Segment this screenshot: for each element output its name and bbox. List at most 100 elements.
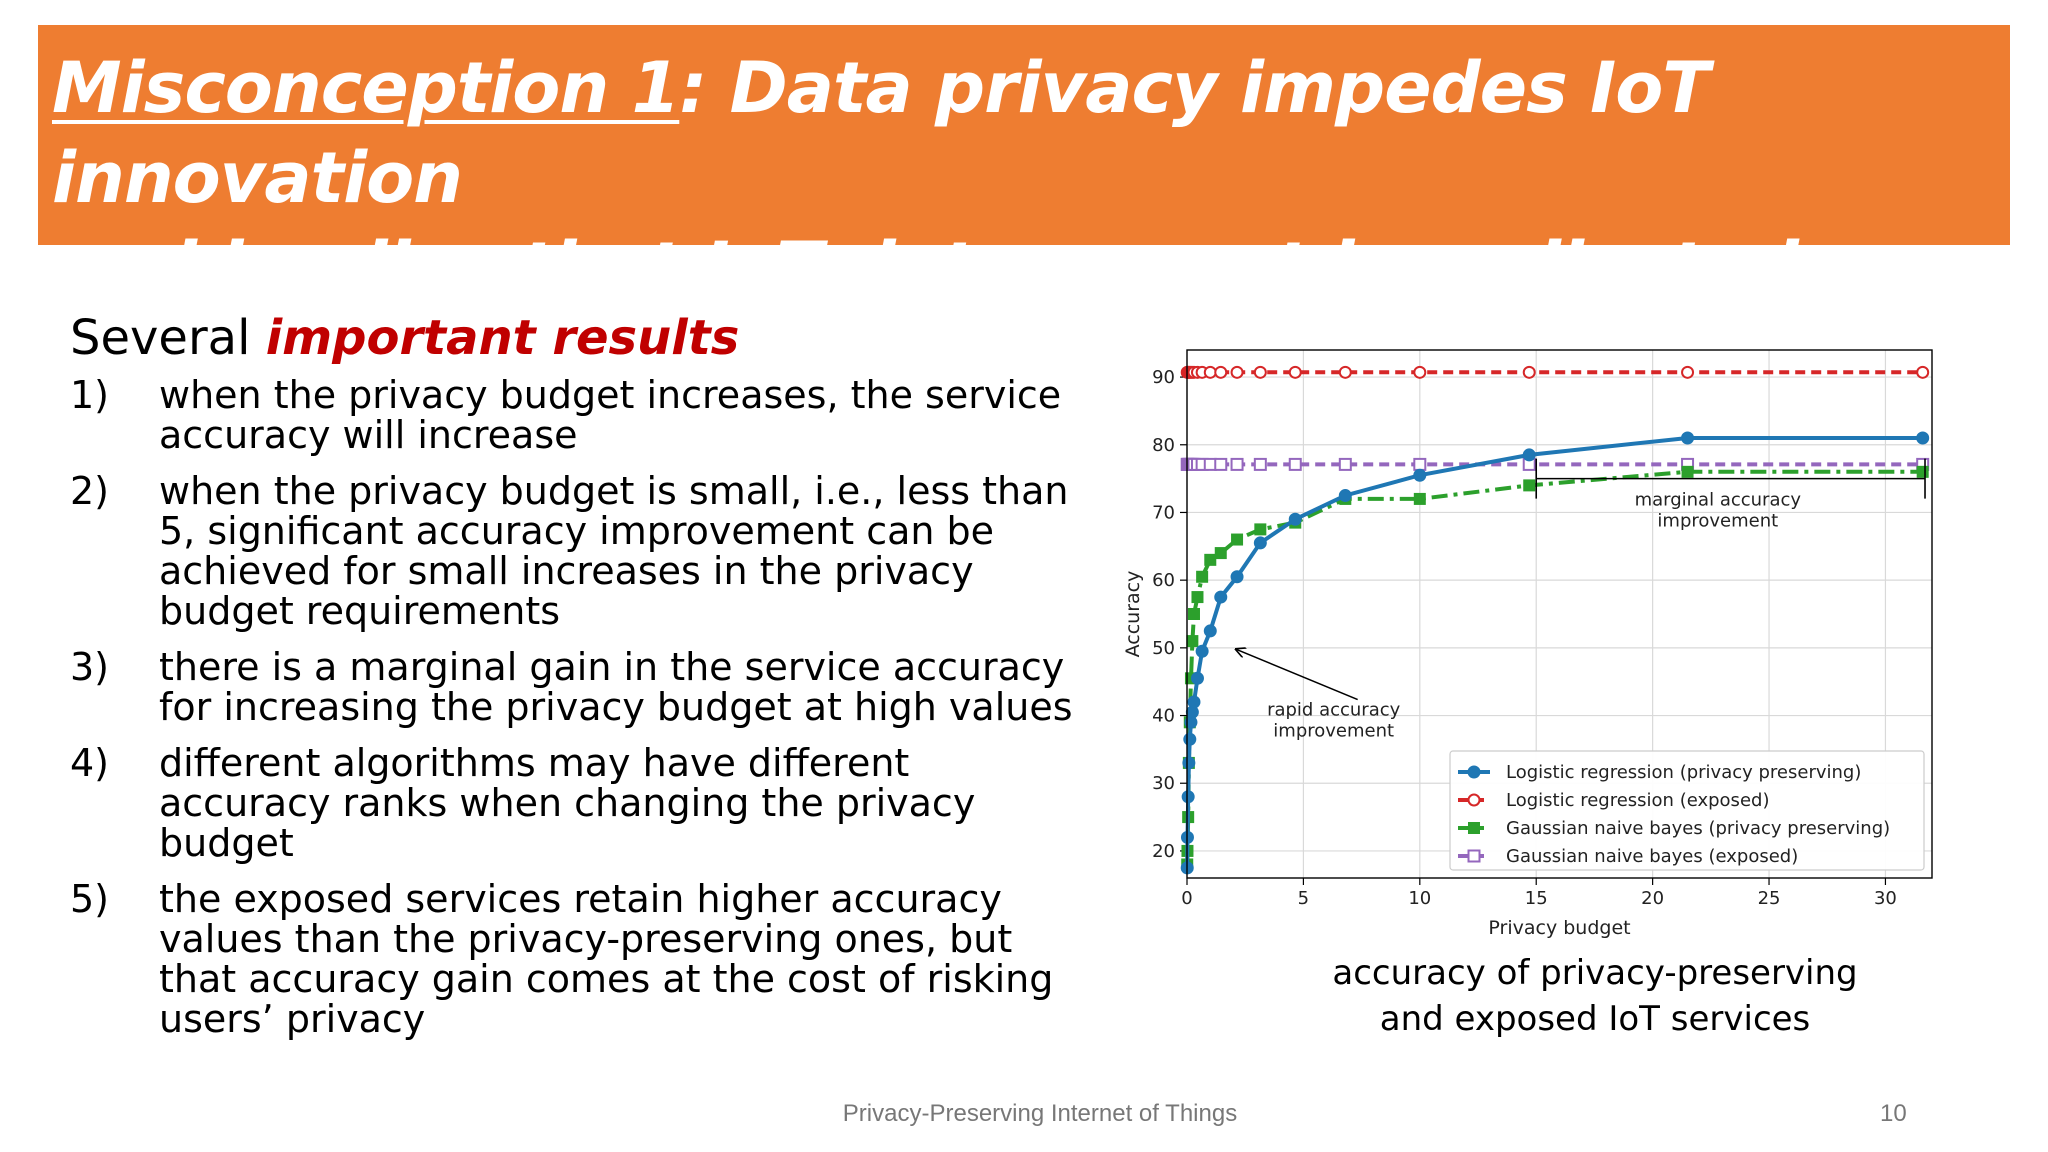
x-tick-label: 30 — [1874, 888, 1897, 909]
footer-text: Privacy-Preserving Internet of Things — [842, 1100, 1238, 1127]
data-point — [1338, 365, 1352, 379]
data-point — [1916, 365, 1930, 379]
data-point — [1195, 644, 1209, 658]
data-point — [1523, 479, 1536, 492]
legend-entry: Gaussian naive bayes (exposed) — [1458, 846, 1798, 867]
item-number: 3) — [70, 645, 110, 689]
x-axis-label: Privacy budget — [1488, 917, 1630, 939]
x-tick-label: 15 — [1525, 888, 1548, 909]
legend-label: Gaussian naive bayes (privacy preserving… — [1506, 818, 1890, 839]
legend-swatch-marker — [1468, 822, 1480, 834]
data-point — [1288, 512, 1302, 526]
x-tick-label: 10 — [1408, 888, 1431, 909]
legend-entry: Logistic regression (privacy preserving) — [1458, 762, 1861, 783]
legend-label: Logistic regression (privacy preserving) — [1506, 762, 1861, 783]
legend-swatch-marker — [1467, 793, 1481, 807]
data-point — [1253, 457, 1267, 471]
legend-swatch-marker — [1467, 765, 1481, 779]
data-point — [1187, 608, 1200, 620]
item-text: the exposed services retain higher accur… — [159, 877, 1054, 1041]
series-1 — [1180, 365, 1930, 379]
y-tick-label: 60 — [1152, 570, 1175, 591]
data-point — [1413, 457, 1427, 471]
caption-line1: accuracy of privacy-preserving — [1332, 953, 1858, 993]
data-point — [1413, 468, 1427, 482]
data-point — [1231, 533, 1244, 546]
annotation-rapid-text: improvement — [1273, 721, 1394, 742]
data-point — [1413, 365, 1427, 379]
accuracy-chart: 0 5 10 15 20 25 30 20 30 40 50 60 70 80 90 Privacy budg… — [1100, 340, 1950, 960]
data-point — [1522, 448, 1536, 462]
data-point — [1181, 790, 1195, 804]
item-text: there is a marginal gain in the service … — [159, 645, 1073, 729]
data-point — [1203, 365, 1217, 379]
accuracy-chart-svg: 0 5 10 15 20 25 30 20 30 40 50 60 70 80 90 Privacy budg… — [1122, 349, 1933, 939]
results-heading: Several important results — [70, 305, 1080, 371]
caption-line2: and exposed IoT services — [1379, 999, 1811, 1039]
data-point — [1230, 365, 1244, 379]
y-tick-label: 40 — [1152, 706, 1175, 727]
data-point — [1254, 523, 1267, 536]
data-point — [1916, 465, 1929, 478]
annotation-rapid-text: rapid accuracy — [1267, 700, 1401, 721]
data-point — [1203, 624, 1217, 638]
data-point — [1214, 365, 1228, 379]
heading-emphasis: important results — [265, 310, 740, 366]
data-point — [1413, 492, 1426, 505]
legend-entry: Logistic regression (exposed) — [1458, 790, 1769, 811]
list-item: 5) the exposed services retain higher acc… — [70, 879, 1080, 1039]
x-tick-label: 5 — [1298, 888, 1309, 909]
y-tick-label: 50 — [1152, 638, 1175, 659]
data-point — [1253, 536, 1267, 550]
annotation-marginal-text: improvement — [1657, 511, 1778, 532]
y-tick-label: 80 — [1152, 435, 1175, 456]
legend-box — [1449, 750, 1925, 871]
data-point — [1186, 635, 1199, 648]
data-point — [1183, 732, 1197, 746]
data-point — [1230, 570, 1244, 584]
item-number: 4) — [70, 741, 110, 785]
list-item: 2) when the privacy budget is small, i.e.… — [70, 471, 1080, 631]
plot-frame — [1186, 349, 1933, 879]
list-item: 3) there is a marginal gain in the servic… — [70, 647, 1080, 727]
series-0 — [1180, 431, 1930, 875]
item-number: 1) — [70, 373, 110, 417]
data-point — [1230, 457, 1244, 471]
annotation-marginal-text: marginal accuracy — [1635, 490, 1802, 511]
title-underlined-part: Misconception 1 — [52, 47, 680, 129]
item-text: different algorithms may have different … — [159, 741, 976, 865]
legend-entry: Gaussian naive bayes (privacy preserving… — [1458, 818, 1890, 839]
data-point — [1214, 457, 1228, 471]
data-point — [1681, 431, 1695, 445]
data-point — [1182, 756, 1196, 770]
legend-label: Gaussian naive bayes (exposed) — [1506, 846, 1798, 867]
list-item: 1) when the privacy budget increases, the… — [70, 375, 1080, 455]
y-tick-label: 90 — [1152, 367, 1175, 388]
data-point — [1214, 547, 1227, 560]
annotation-arrow — [1236, 649, 1358, 701]
page-number: 10 — [1880, 1100, 1907, 1127]
item-number: 5) — [70, 877, 110, 921]
title-line2: and implies that IoT data cannot be coll… — [52, 227, 1799, 309]
legend-swatch-marker — [1467, 849, 1481, 863]
results-list: 1) when the privacy budget increases, the… — [70, 375, 1080, 1039]
data-point — [1338, 489, 1352, 503]
item-text: when the privacy budget is small, i.e., … — [159, 469, 1069, 633]
y-axis-label: Accuracy — [1122, 571, 1144, 658]
data-point — [1288, 365, 1302, 379]
data-point — [1203, 457, 1217, 471]
data-point — [1253, 365, 1267, 379]
slide-title: Misconception 1: Data privacy impedes Io… — [52, 43, 2000, 313]
data-point — [1681, 465, 1694, 478]
data-point — [1916, 431, 1930, 445]
y-tick-label: 20 — [1152, 841, 1175, 862]
data-point — [1191, 591, 1204, 604]
heading-prefix: Several — [70, 310, 266, 366]
data-point — [1681, 365, 1695, 379]
list-item: 4) different algorithms may have differen… — [70, 743, 1080, 863]
data-point — [1190, 671, 1204, 685]
data-point — [1338, 457, 1352, 471]
title-line1-rest: : Data privacy impedes IoT innovation — [52, 47, 1710, 219]
data-point — [1187, 695, 1201, 709]
title-banner: Misconception 1: Data privacy impedes Io… — [38, 25, 2010, 309]
